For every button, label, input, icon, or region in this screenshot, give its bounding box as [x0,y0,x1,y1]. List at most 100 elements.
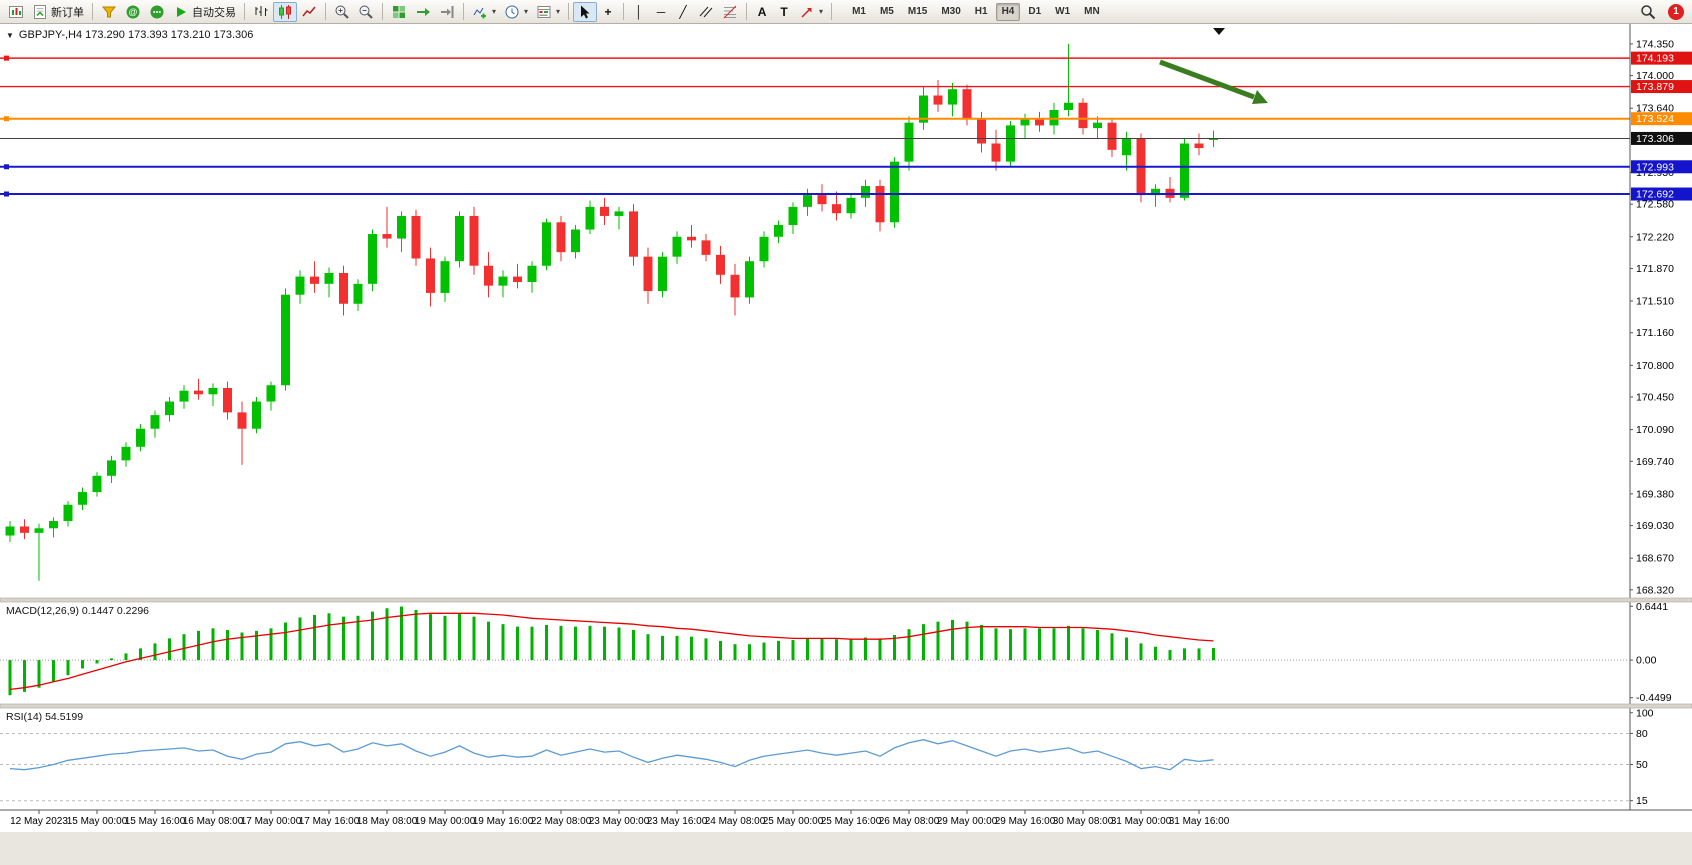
price-badge-173.306 [1631,131,1692,145]
candle-body [1107,122,1117,150]
timeframe-mn-button[interactable]: MN [1078,3,1106,21]
candle-chart-button[interactable] [273,1,297,22]
funnel-icon [101,6,117,17]
crosshair-button[interactable]: + [597,2,619,22]
candle-body [600,206,609,216]
time-axis-label: 31 May 16:00 [1169,816,1230,827]
candle-body [339,272,348,304]
trendline-button[interactable]: ╱ [672,2,694,22]
timeframe-m5-button[interactable]: M5 [874,3,900,21]
hline-handle[interactable] [4,116,9,122]
horizontal-line-button[interactable]: ─ [650,2,672,22]
candle-body [426,258,435,293]
timeframe-h1-button[interactable]: H1 [969,3,994,21]
fibonacci-button[interactable] [718,2,742,22]
auto-scroll-icon [417,7,430,16]
new-chart-button[interactable] [4,2,28,22]
new-order-button[interactable]: 新订单 [28,2,88,22]
tile-windows-button[interactable] [387,2,411,22]
trendline-icon: ╱ [679,4,687,19]
timeframe-d1-button[interactable]: D1 [1022,3,1047,21]
bar-chart-button[interactable] [249,2,273,22]
price-axis-label: 173.640 [1636,103,1674,115]
candle-body [179,390,189,402]
zoom-out-button[interactable] [354,2,378,22]
time-axis-label: 25 May 16:00 [821,816,882,827]
periods-button[interactable]: ▾ [500,2,532,22]
auto-scroll-button[interactable] [411,2,435,22]
text-label-button[interactable]: T [773,2,795,22]
price-axis-label: 168.320 [1636,584,1674,596]
candle-body [107,460,116,476]
chart-shift-button[interactable] [435,2,459,22]
hline-handle[interactable] [4,55,9,61]
autotrade-button[interactable]: 自动交易 [169,2,240,22]
price-axis-label: 170.090 [1636,424,1674,436]
indicators-button[interactable]: ▾ [468,2,500,22]
time-axis-label: 16 May 08:00 [183,816,244,827]
price-badge-172.993 [1631,160,1692,174]
collapse-triangle-icon[interactable]: ▼ [6,30,14,40]
arrows-button[interactable]: ▾ [795,2,827,22]
cursor-icon [581,5,590,18]
channel-button[interactable] [694,2,718,22]
macd-axis-label: 0.00 [1636,655,1657,667]
hline-handle[interactable] [4,191,9,197]
bar-chart-icon [255,5,268,16]
rsi-line [9,739,1214,771]
price-axis-label: 169.740 [1636,456,1674,468]
candle-body [991,143,1001,162]
community-icon: @ [126,5,140,18]
vertical-line-button[interactable]: │ [628,2,650,22]
annotation-arrow[interactable] [1159,59,1255,100]
price-chart[interactable]: 174.350174.000173.640172.930172.580172.2… [0,24,1692,832]
line-chart-button[interactable] [297,2,321,22]
candle-body [759,236,769,262]
search-button[interactable] [1636,2,1660,22]
zoom-in-button[interactable] [330,2,354,22]
candle-body [1180,143,1189,198]
candle-body [672,236,682,257]
candle-body [237,412,247,429]
horizontal-line-icon: ─ [656,4,666,19]
timeframe-m15-button[interactable]: M15 [902,3,933,21]
profiles-button[interactable] [97,2,121,22]
pane-splitter[interactable] [0,597,1692,603]
hline-handle[interactable] [4,164,9,170]
notification-badge[interactable]: 1 [1668,3,1684,20]
pane-splitter[interactable] [0,703,1692,709]
community-button[interactable]: @ [121,2,145,22]
time-axis-label: 17 May 16:00 [299,816,360,827]
candle-body [817,195,827,205]
timeframe-m30-button[interactable]: M30 [935,3,966,21]
candle-body [629,211,638,257]
clock-icon [505,5,519,18]
main-toolbar: 新订单 @ 自动交易 ▾ ▾ [0,0,1692,24]
candle-body [527,265,537,283]
text-button[interactable]: A [751,2,773,22]
candle-body [440,261,450,293]
timeframe-w1-button[interactable]: W1 [1049,3,1076,21]
annotation-arrow-head[interactable] [1252,90,1268,104]
candle-body [498,276,508,286]
candle-body [846,197,856,214]
candle-body [803,195,812,207]
candle-body [716,254,725,275]
candle-body [1151,188,1160,196]
time-axis-label: 23 May 00:00 [589,816,650,827]
candle-body [1122,138,1131,156]
price-axis-label: 170.450 [1636,392,1674,404]
chart-shift-icon [441,5,454,18]
price-axis-label: 169.380 [1636,488,1674,500]
template-icon [537,5,551,18]
indicators-icon [473,7,486,18]
candle-body [513,276,522,283]
chat-button[interactable] [145,2,169,22]
candle-body [933,95,943,105]
candle-body [875,186,885,223]
zoom-in-icon [335,5,349,19]
templates-button[interactable]: ▾ [532,2,564,22]
timeframe-h4-button[interactable]: H4 [995,2,1021,21]
timeframe-m1-button[interactable]: M1 [846,3,872,21]
cursor-button[interactable] [573,1,598,22]
